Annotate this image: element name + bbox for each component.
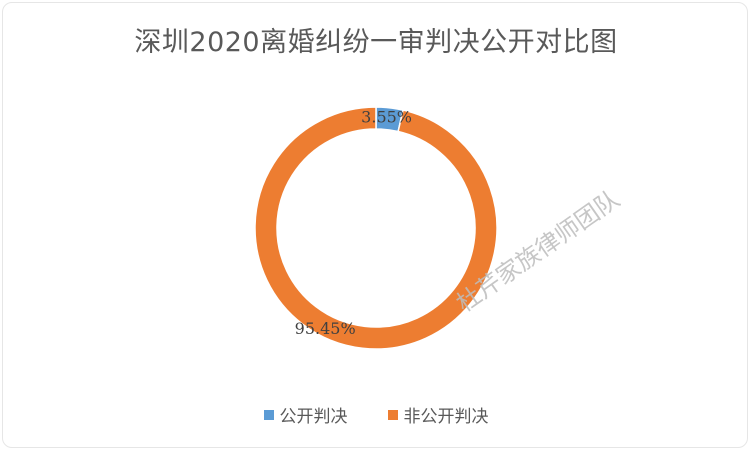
label-public: 3.55%: [361, 108, 412, 127]
legend-swatch-public: [263, 409, 274, 420]
legend-item-public[interactable]: 公开判决: [263, 402, 348, 427]
chart-frame: [2, 2, 748, 448]
legend-item-nonpublic[interactable]: 非公开判决: [387, 402, 489, 427]
legend-label-nonpublic: 非公开判决: [403, 407, 489, 427]
legend-swatch-nonpublic: [387, 409, 398, 420]
chart-title: 深圳2020离婚纠纷一审判决公开对比图: [134, 27, 618, 58]
label-nonpublic: 95.45%: [295, 319, 356, 338]
legend-label-public: 公开判决: [279, 407, 348, 427]
legend: 公开判决 非公开判决: [0, 402, 752, 427]
slice-nonpublic[interactable]: [254, 106, 498, 350]
